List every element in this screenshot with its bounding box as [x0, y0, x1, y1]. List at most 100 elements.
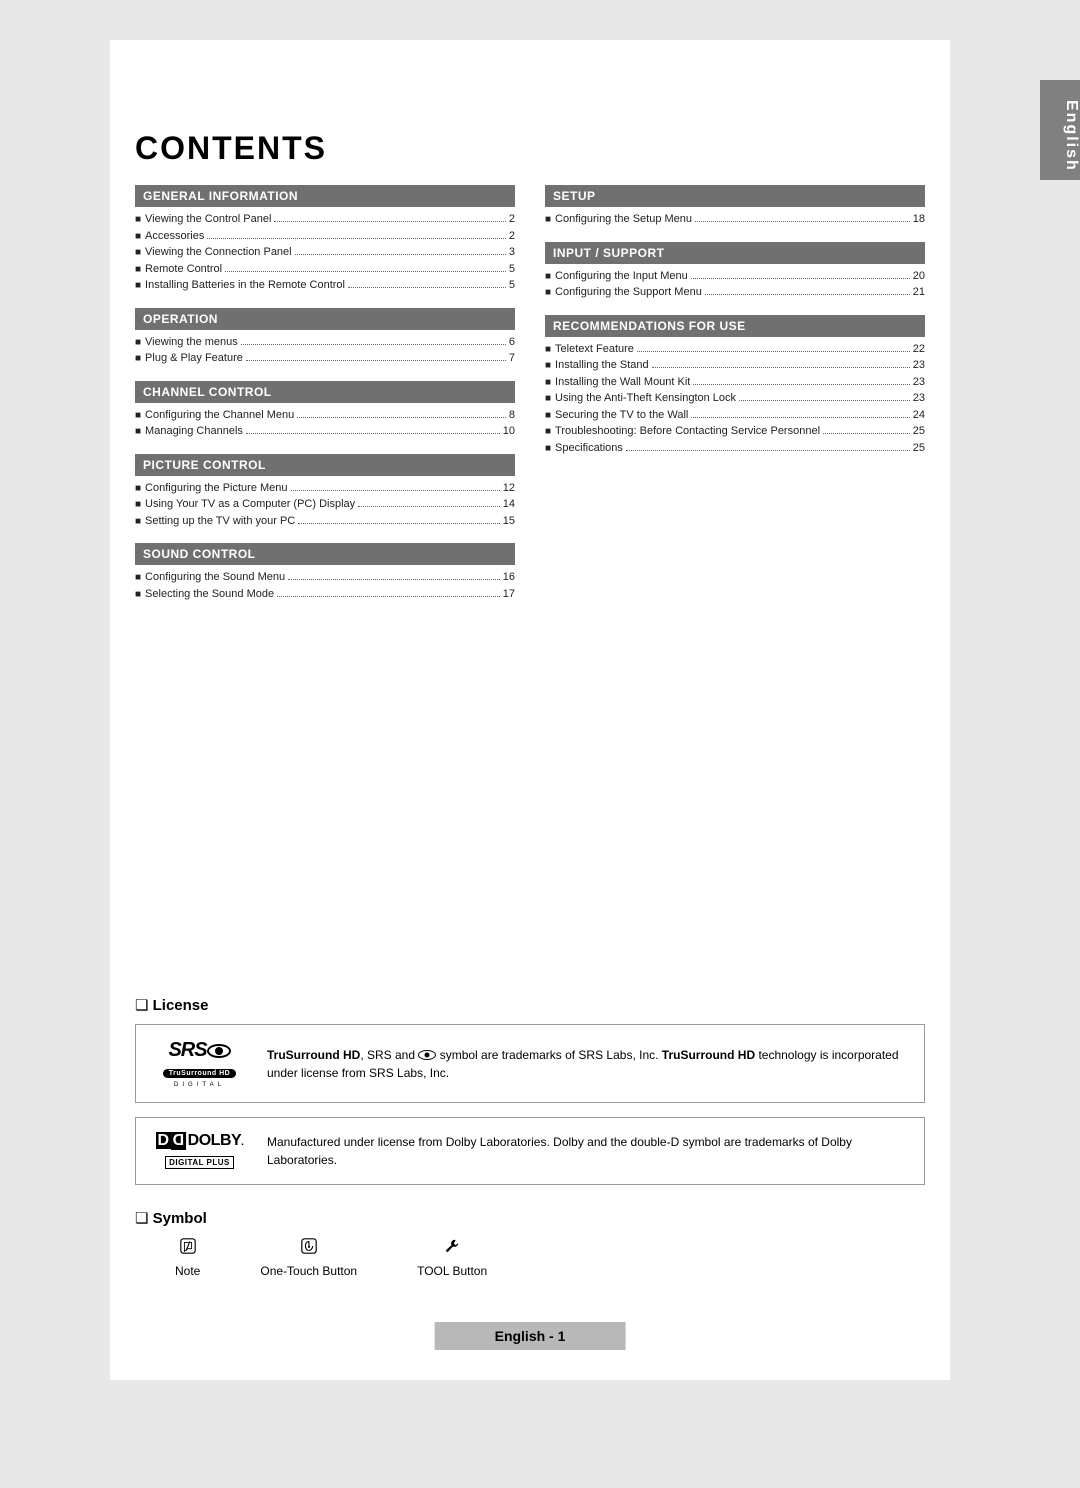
- toc-leader-dots: [652, 367, 910, 368]
- bullet-icon: ■: [545, 424, 551, 439]
- dolby-license-text: Manufactured under license from Dolby La…: [267, 1133, 908, 1169]
- toc-item[interactable]: ■Viewing the Connection Panel3: [135, 244, 515, 261]
- toc-leader-dots: [297, 417, 506, 418]
- toc-leader-dots: [291, 490, 500, 491]
- toc-item-label: Viewing the Connection Panel: [145, 244, 292, 261]
- toc-item[interactable]: ■ Using the Anti-Theft Kensington Lock 23: [545, 390, 925, 407]
- note-icon: [175, 1237, 200, 1260]
- toc-item[interactable]: ■Plug & Play Feature7: [135, 350, 515, 367]
- toc-item[interactable]: ■Configuring the Support Menu21: [545, 284, 925, 301]
- toc-leader-dots: [225, 271, 506, 272]
- toc-item-label: Selecting the Sound Mode: [145, 586, 274, 603]
- eye-icon: [418, 1050, 436, 1060]
- toc-section-header: PICTURE CONTROL: [135, 454, 515, 476]
- toc-leader-dots: [691, 417, 909, 418]
- toc-item[interactable]: ■Specifications25: [545, 440, 925, 457]
- bullet-icon: ■: [135, 570, 141, 585]
- toc-item[interactable]: ■Using Your TV as a Computer (PC) Displa…: [135, 496, 515, 513]
- symbol-section: Symbol NoteOne-Touch ButtonTOOL Button: [135, 1209, 925, 1278]
- toc-item[interactable]: ■Teletext Feature22: [545, 341, 925, 358]
- bullet-icon: ■: [545, 375, 551, 390]
- toc-item[interactable]: ■Accessories2: [135, 228, 515, 245]
- toc-item-label: Configuring the Picture Menu: [145, 480, 287, 497]
- toc-left-column: GENERAL INFORMATION■Viewing the Control …: [135, 185, 515, 616]
- toc-page-number: 23: [913, 357, 925, 374]
- toc-item[interactable]: ■Viewing the Control Panel2: [135, 211, 515, 228]
- toc-item-label: Installing the Stand: [555, 357, 649, 374]
- toc-page-number: 7: [509, 350, 515, 367]
- toc-page-number: 12: [503, 480, 515, 497]
- toc-item-label: Teletext Feature: [555, 341, 634, 358]
- bullet-icon: ■: [545, 285, 551, 300]
- bullet-icon: ■: [135, 212, 141, 227]
- toc-page-number: 5: [509, 261, 515, 278]
- page: CONTENTS GENERAL INFORMATION■Viewing the…: [110, 40, 950, 1380]
- toc-item[interactable]: ■Managing Channels10: [135, 423, 515, 440]
- dolby-logo: DOLBY. DIGITAL PLUS: [152, 1132, 247, 1170]
- toc-item-label: Using the Anti-Theft Kensington Lock: [555, 390, 736, 407]
- toc-item[interactable]: ■Remote Control5: [135, 261, 515, 278]
- toc-list: ■Configuring the Input Menu20■ Configurin…: [545, 268, 925, 301]
- toc-list: ■Configuring the Channel Menu8■ Managing …: [135, 407, 515, 440]
- toc-item[interactable]: ■Troubleshooting: Before Contacting Serv…: [545, 423, 925, 440]
- srs-eye-icon: [207, 1044, 231, 1058]
- toc-item[interactable]: ■Configuring the Sound Menu16: [135, 569, 515, 586]
- symbol-label: One-Touch Button: [260, 1264, 357, 1278]
- toc-page-number: 23: [913, 390, 925, 407]
- toc-section-header: SOUND CONTROL: [135, 543, 515, 565]
- toc-list: ■Configuring the Sound Menu16■ Selecting …: [135, 569, 515, 602]
- toc-leader-dots: [695, 221, 910, 222]
- toc-item[interactable]: ■Installing Batteries in the Remote Cont…: [135, 277, 515, 294]
- toc-page-number: 6: [509, 334, 515, 351]
- toc-leader-dots: [295, 254, 506, 255]
- toc-leader-dots: [626, 450, 910, 451]
- toc-item-label: Viewing the menus: [145, 334, 238, 351]
- toc-list: ■Viewing the menus6■Plug & Play Feature7: [135, 334, 515, 367]
- bullet-icon: ■: [545, 342, 551, 357]
- toc-leader-dots: [691, 278, 910, 279]
- toc-leader-dots: [348, 287, 506, 288]
- page-title: CONTENTS: [135, 130, 925, 167]
- toc-page-number: 25: [913, 423, 925, 440]
- symbol-item: One-Touch Button: [260, 1237, 357, 1278]
- toc-item[interactable]: ■Viewing the menus6: [135, 334, 515, 351]
- toc-item[interactable]: ■Configuring the Input Menu20: [545, 268, 925, 285]
- toc-leader-dots: [288, 579, 500, 580]
- toc-item[interactable]: ■Securing the TV to the Wall24: [545, 407, 925, 424]
- toc-item[interactable]: ■Selecting the Sound Mode17: [135, 586, 515, 603]
- dolby-license-box: DOLBY. DIGITAL PLUS Manufactured under l…: [135, 1117, 925, 1185]
- bullet-icon: ■: [545, 441, 551, 456]
- toc-item[interactable]: ■Installing the Wall Mount Kit23: [545, 374, 925, 391]
- license-section: License SRS TruSurround HD DIGITAL TruSu…: [135, 996, 925, 1185]
- toc-leader-dots: [298, 523, 499, 524]
- srs-license-box: SRS TruSurround HD DIGITAL TruSurround H…: [135, 1024, 925, 1103]
- bullet-icon: ■: [135, 424, 141, 439]
- toc-page-number: 17: [503, 586, 515, 603]
- toc-item[interactable]: ■Configuring the Picture Menu12: [135, 480, 515, 497]
- toc-item-label: Accessories: [145, 228, 204, 245]
- bullet-icon: ■: [545, 391, 551, 406]
- toc-item-label: Configuring the Channel Menu: [145, 407, 294, 424]
- toc-section-header: INPUT / SUPPORT: [545, 242, 925, 264]
- toc-item-label: Managing Channels: [145, 423, 243, 440]
- toc-page-number: 23: [913, 374, 925, 391]
- toc-leader-dots: [274, 221, 505, 222]
- toc-item[interactable]: ■Configuring the Channel Menu8: [135, 407, 515, 424]
- symbol-item: Note: [175, 1237, 200, 1278]
- symbol-label: TOOL Button: [417, 1264, 487, 1278]
- srs-logo: SRS TruSurround HD DIGITAL: [152, 1039, 247, 1088]
- toc-section-header: CHANNEL CONTROL: [135, 381, 515, 403]
- toc-item[interactable]: ■Setting up the TV with your PC15: [135, 513, 515, 530]
- toc-leader-dots: [246, 433, 500, 434]
- toc-item-label: Configuring the Support Menu: [555, 284, 702, 301]
- toc-item[interactable]: ■Configuring the Setup Menu18: [545, 211, 925, 228]
- toc-page-number: 2: [509, 228, 515, 245]
- dolby-d-icon: [156, 1132, 186, 1150]
- onetouch-icon: [260, 1237, 357, 1260]
- toc-page-number: 25: [913, 440, 925, 457]
- toc-page-number: 24: [913, 407, 925, 424]
- toc-item[interactable]: ■Installing the Stand23: [545, 357, 925, 374]
- symbol-item: TOOL Button: [417, 1237, 487, 1278]
- toc-section-header: RECOMMENDATIONS FOR USE: [545, 315, 925, 337]
- toc-leader-dots: [358, 506, 500, 507]
